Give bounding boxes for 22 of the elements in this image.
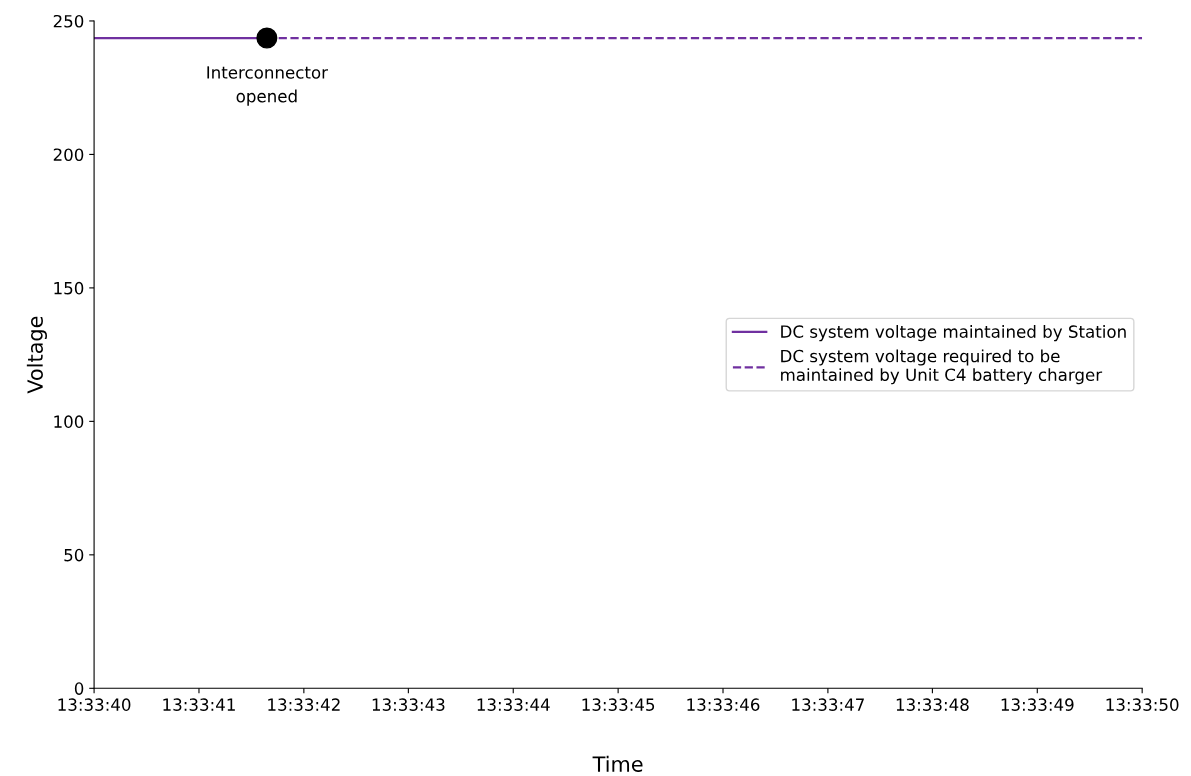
legend-label: DC system voltage required to be maintained by Unit C4 battery charger bbox=[781, 349, 1103, 385]
legend-label: DC system voltage maintained by Station bbox=[781, 325, 1126, 342]
y-axis-title: Voltage bbox=[26, 316, 47, 394]
y-tick-label: 50 bbox=[64, 548, 84, 562]
x-tick-label: 13:33:42 bbox=[268, 698, 340, 711]
y-tick-label: 150 bbox=[54, 281, 84, 295]
y-tick-label: 0 bbox=[74, 682, 84, 695]
x-axis-title: Time bbox=[592, 755, 643, 772]
y-tick-label: 100 bbox=[54, 415, 84, 428]
x-tick-label: 13:33:41 bbox=[163, 698, 235, 711]
y-tick-label: 200 bbox=[53, 148, 84, 161]
x-tick-label: 13:33:50 bbox=[1106, 698, 1179, 711]
x-tick-label: 13:33:44 bbox=[477, 698, 550, 711]
annotation: Interconnector opened bbox=[207, 66, 328, 106]
x-tick-label: 13:33:48 bbox=[896, 698, 969, 711]
x-tick-label: 13:33:45 bbox=[582, 698, 655, 711]
x-tick-label: 13:33:43 bbox=[372, 698, 445, 711]
x-tick-label: 13:33:40 bbox=[58, 698, 131, 711]
y-tick-label: 250 bbox=[53, 14, 84, 28]
x-tick-label: 13:33:47 bbox=[792, 698, 864, 711]
x-tick-label: 13:33:46 bbox=[687, 698, 760, 711]
x-tick-label: 13:33:49 bbox=[1001, 698, 1074, 711]
